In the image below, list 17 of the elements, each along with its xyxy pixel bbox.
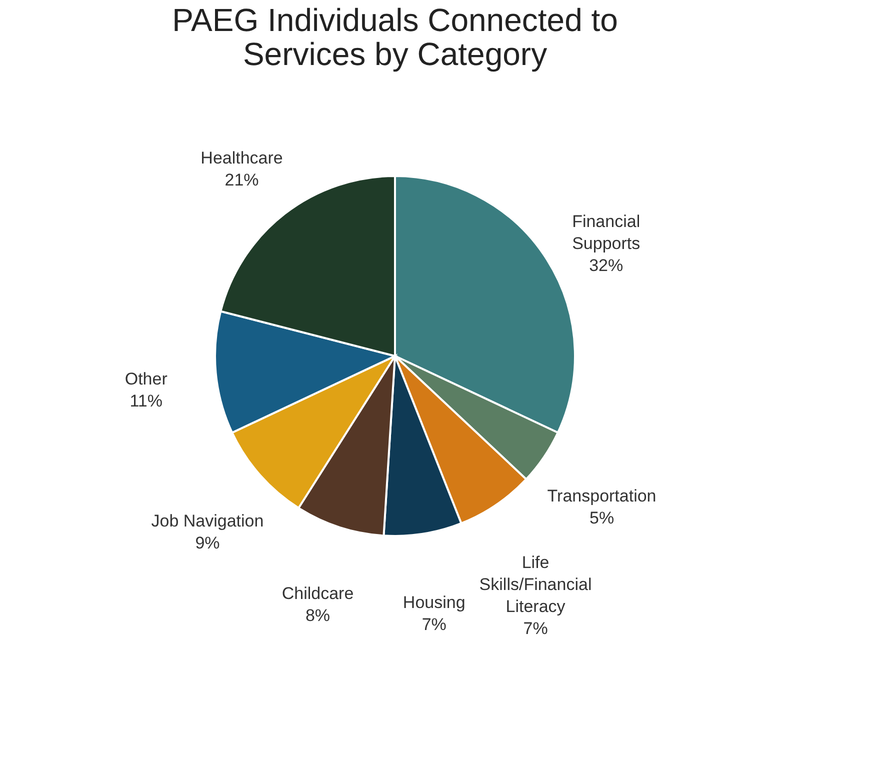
slice-label: Job Navigation xyxy=(151,511,264,530)
slice-label: Other xyxy=(124,370,168,389)
data-label: 7% xyxy=(422,614,446,634)
chart-title: PAEG Individuals Connected to Services by Category xyxy=(172,2,618,72)
slice-label: Housing xyxy=(402,592,466,612)
data-label: 5% xyxy=(589,508,614,528)
data-label: 21% xyxy=(224,170,259,190)
slice-label: Life Skills/Financial Literacy xyxy=(479,552,592,616)
slice-label: Childcare xyxy=(282,584,354,603)
data-label: 7% xyxy=(523,618,548,638)
data-label: 11% xyxy=(130,392,162,411)
data-label: 9% xyxy=(195,533,220,552)
data-label: 8% xyxy=(305,606,330,625)
slice-label: Financial Supports xyxy=(572,212,640,254)
data-label: 32% xyxy=(589,256,624,276)
slice-label: Transportation xyxy=(547,486,656,506)
slice-label: Healthcare xyxy=(200,148,283,168)
